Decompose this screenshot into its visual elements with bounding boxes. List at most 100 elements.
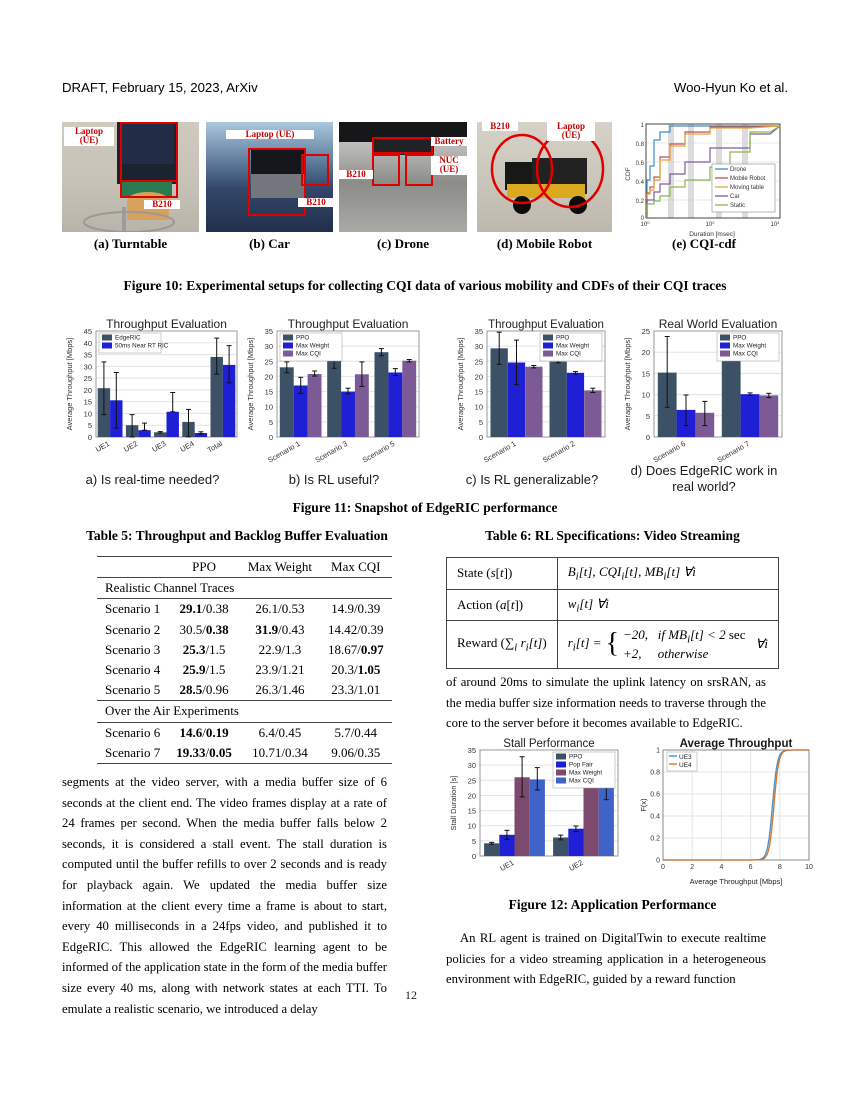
svg-text:0: 0 xyxy=(656,858,660,865)
svg-text:4: 4 xyxy=(719,864,723,871)
svg-text:Throughput Evaluation: Throughput Evaluation xyxy=(106,317,227,331)
svg-text:Max CQI: Max CQI xyxy=(733,351,758,358)
svg-text:Max CQI: Max CQI xyxy=(296,351,321,358)
svg-text:Throughput Evaluation: Throughput Evaluation xyxy=(488,319,604,331)
svg-text:Average Throughput [Mbps]: Average Throughput [Mbps] xyxy=(623,338,632,431)
svg-text:UE2: UE2 xyxy=(567,858,584,873)
svg-text:0.2: 0.2 xyxy=(650,836,660,843)
svg-text:1: 1 xyxy=(641,123,645,129)
svg-text:EdgeRIC: EdgeRIC xyxy=(115,335,141,342)
svg-text:20: 20 xyxy=(84,386,92,395)
svg-text:Mobile Robot: Mobile Robot xyxy=(730,176,766,182)
svg-text:Throughput Evaluation: Throughput Evaluation xyxy=(288,317,409,331)
svg-text:Average Throughput: Average Throughput xyxy=(680,738,793,750)
svg-text:5: 5 xyxy=(269,418,273,427)
svg-text:Max Weight: Max Weight xyxy=(569,770,602,777)
svg-text:0.6: 0.6 xyxy=(650,792,660,799)
svg-text:25: 25 xyxy=(475,357,483,366)
svg-text:35: 35 xyxy=(84,351,92,360)
svg-text:Pop Fair: Pop Fair xyxy=(569,762,593,769)
svg-text:20: 20 xyxy=(475,372,483,381)
svg-text:Stall Duration [s]: Stall Duration [s] xyxy=(449,775,458,830)
svg-text:Max Weight: Max Weight xyxy=(556,343,589,350)
svg-text:Average Throughput [Mbps]: Average Throughput [Mbps] xyxy=(690,877,783,886)
svg-text:10: 10 xyxy=(642,391,650,400)
svg-text:PPO: PPO xyxy=(569,754,582,761)
svg-text:25: 25 xyxy=(468,776,476,785)
svg-text:Car: Car xyxy=(730,194,740,200)
svg-text:10: 10 xyxy=(805,864,813,871)
svg-text:Scenario 1: Scenario 1 xyxy=(482,439,518,465)
svg-text:Scenario 7: Scenario 7 xyxy=(715,439,751,465)
svg-text:30: 30 xyxy=(468,761,476,770)
svg-text:UE3: UE3 xyxy=(679,754,692,761)
svg-text:Scenario 3: Scenario 3 xyxy=(313,439,349,465)
svg-text:PPO: PPO xyxy=(733,335,746,342)
svg-text:15: 15 xyxy=(642,369,650,378)
svg-text:0.4: 0.4 xyxy=(636,180,645,186)
svg-text:0: 0 xyxy=(646,433,650,442)
svg-text:0.6: 0.6 xyxy=(636,161,645,167)
svg-text:1: 1 xyxy=(656,748,660,755)
svg-text:15: 15 xyxy=(468,807,476,816)
svg-text:Stall Performance: Stall Performance xyxy=(503,738,594,750)
svg-text:Scenario 5: Scenario 5 xyxy=(361,439,397,465)
svg-text:Moving table: Moving table xyxy=(730,185,765,191)
svg-text:PPO: PPO xyxy=(556,335,569,342)
svg-text:25: 25 xyxy=(642,327,650,336)
svg-text:Real World Evaluation: Real World Evaluation xyxy=(659,317,778,331)
svg-text:15: 15 xyxy=(475,388,483,397)
svg-text:10: 10 xyxy=(468,822,476,831)
svg-text:15: 15 xyxy=(84,398,92,407)
svg-text:UE1: UE1 xyxy=(94,439,111,454)
svg-text:5: 5 xyxy=(88,421,92,430)
svg-text:F(x): F(x) xyxy=(639,798,648,812)
svg-text:2: 2 xyxy=(690,864,694,871)
svg-text:50ms Near RT RIC: 50ms Near RT RIC xyxy=(115,343,169,350)
svg-text:Scenario 1: Scenario 1 xyxy=(266,439,302,465)
svg-text:0: 0 xyxy=(661,864,665,871)
svg-text:Drone: Drone xyxy=(730,167,747,173)
svg-text:10: 10 xyxy=(84,409,92,418)
svg-text:Average Throughput [Mbps]: Average Throughput [Mbps] xyxy=(456,338,465,431)
svg-text:Static: Static xyxy=(730,203,745,209)
svg-text:102: 102 xyxy=(706,220,716,229)
svg-text:45: 45 xyxy=(84,327,92,336)
svg-text:5: 5 xyxy=(646,412,650,421)
svg-text:35: 35 xyxy=(475,327,483,336)
svg-text:CDF: CDF xyxy=(625,167,632,180)
svg-text:0: 0 xyxy=(269,433,273,442)
svg-text:UE1: UE1 xyxy=(498,858,515,873)
svg-text:0: 0 xyxy=(472,852,476,861)
svg-text:10: 10 xyxy=(265,403,273,412)
svg-text:UE3: UE3 xyxy=(150,439,167,454)
svg-text:40: 40 xyxy=(84,339,92,348)
svg-text:0.2: 0.2 xyxy=(636,199,645,205)
svg-text:UE4: UE4 xyxy=(679,762,692,769)
svg-text:Average Throughput [Mbps]: Average Throughput [Mbps] xyxy=(65,338,74,431)
svg-text:0.8: 0.8 xyxy=(636,142,645,148)
svg-text:104: 104 xyxy=(771,220,781,229)
svg-text:35: 35 xyxy=(265,327,273,336)
svg-text:30: 30 xyxy=(84,362,92,371)
svg-text:35: 35 xyxy=(468,746,476,755)
svg-text:UE2: UE2 xyxy=(122,439,139,454)
svg-text:30: 30 xyxy=(475,342,483,351)
svg-text:Max CQI: Max CQI xyxy=(569,778,594,785)
svg-text:Average Throughput [Mbps]: Average Throughput [Mbps] xyxy=(246,338,255,431)
svg-text:25: 25 xyxy=(265,357,273,366)
svg-text:UE4: UE4 xyxy=(179,439,196,454)
svg-text:0: 0 xyxy=(88,433,92,442)
svg-text:30: 30 xyxy=(265,342,273,351)
svg-text:Max Weight: Max Weight xyxy=(296,343,329,350)
svg-text:20: 20 xyxy=(642,348,650,357)
svg-text:15: 15 xyxy=(265,388,273,397)
svg-text:8: 8 xyxy=(778,864,782,871)
svg-text:5: 5 xyxy=(479,418,483,427)
svg-text:0: 0 xyxy=(479,433,483,442)
svg-text:6: 6 xyxy=(749,864,753,871)
svg-text:Max Weight: Max Weight xyxy=(733,343,766,350)
svg-text:0.8: 0.8 xyxy=(650,770,660,777)
svg-text:Scenario 6: Scenario 6 xyxy=(651,439,687,465)
svg-text:PPO: PPO xyxy=(296,335,309,342)
